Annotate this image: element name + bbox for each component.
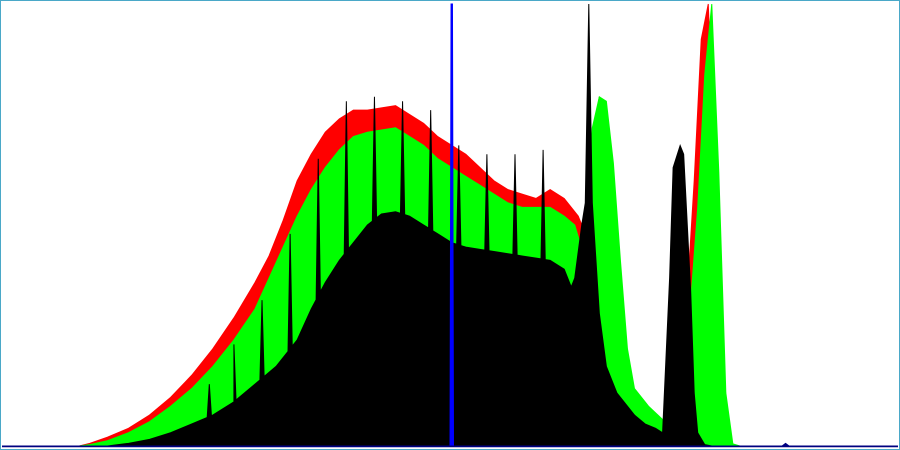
histogram-areas [2, 3, 898, 447]
histogram-series-2 [2, 3, 898, 447]
